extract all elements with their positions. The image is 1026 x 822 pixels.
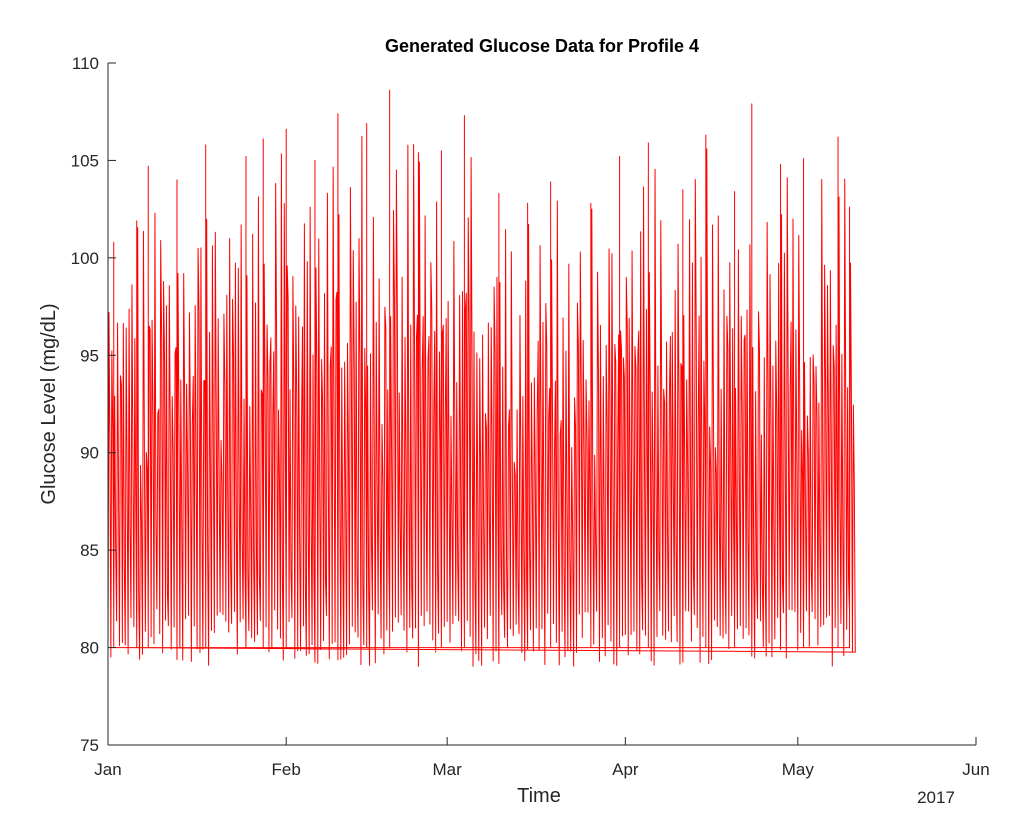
x-tick-label: Mar	[433, 760, 463, 779]
x-tick-label: May	[782, 760, 815, 779]
y-ticks: 75 80 85 90 95 100 105 110	[71, 54, 116, 755]
x-tick-label: Feb	[272, 760, 301, 779]
x-axis-label: Time	[517, 785, 561, 807]
y-axis-label: Glucose Level (mg/dL)	[38, 303, 60, 504]
y-tick-label: 105	[71, 151, 99, 170]
y-tick-label: 80	[80, 639, 99, 658]
glucose-series-line	[107, 89, 856, 667]
y-tick-label: 90	[80, 444, 99, 463]
axes	[107, 63, 976, 746]
x-tick-label: Jan	[94, 760, 121, 779]
x-axis-year-label: 2017	[917, 788, 955, 807]
y-tick-label: 95	[80, 346, 99, 365]
chart-title: Generated Glucose Data for Profile 4	[385, 36, 699, 56]
y-tick-label: 85	[80, 541, 99, 560]
y-tick-label: 100	[71, 249, 99, 268]
x-tick-label: Apr	[612, 760, 639, 779]
y-tick-label: 75	[80, 736, 99, 755]
plot-area	[107, 89, 856, 667]
x-ticks: Jan Feb Mar Apr May Jun	[94, 737, 990, 779]
x-tick-label: Jun	[962, 760, 989, 779]
y-tick-label: 110	[72, 54, 99, 73]
